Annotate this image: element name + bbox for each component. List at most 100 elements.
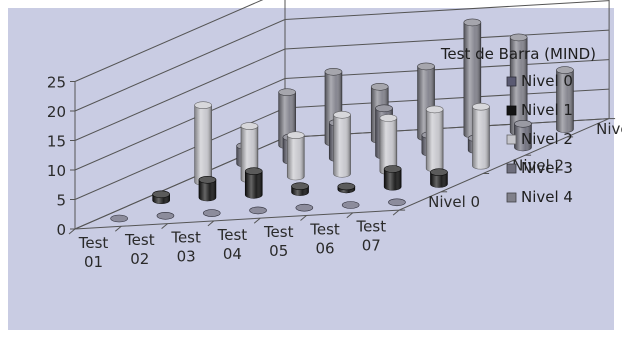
bar	[514, 120, 532, 152]
bar	[556, 66, 574, 133]
legend-swatch	[506, 192, 517, 203]
x-tick-label: Test 02	[124, 231, 155, 268]
bar-top	[324, 68, 343, 76]
bar-shading	[384, 169, 402, 191]
x-tick-label: Test 05	[263, 223, 294, 260]
y-tick-label: 15	[47, 133, 66, 151]
legend-title: Test de Barra (MIND)	[440, 45, 596, 63]
bar-top	[509, 33, 528, 42]
bar-top	[194, 101, 212, 109]
bar-top	[110, 214, 128, 223]
bar-top	[291, 182, 309, 190]
side-gridline	[74, 78, 286, 171]
x-tick-label: Test 04	[217, 226, 248, 263]
depth-tick-label: Nivel 2	[512, 156, 564, 174]
legend-item: Nivel 2	[506, 130, 573, 148]
x-tick-mark	[253, 217, 261, 224]
bar	[295, 203, 314, 212]
bar-top	[278, 88, 296, 96]
bar	[110, 214, 128, 223]
bar-top	[295, 203, 314, 212]
x-tick-mark	[346, 212, 354, 219]
bar-shading	[194, 105, 212, 186]
bar-shading	[430, 172, 448, 188]
bar-top	[202, 209, 221, 217]
bar	[472, 102, 490, 170]
x-tick-mark	[161, 223, 168, 229]
depth-tick-label: Nivel 0	[428, 193, 480, 211]
bar-top	[198, 176, 217, 184]
x-tick-mark	[207, 220, 215, 227]
legend-label: Nivel 2	[521, 130, 573, 148]
side-gridline	[74, 48, 286, 141]
bar-shading	[198, 179, 216, 201]
legend-item: Nivel 0	[506, 72, 573, 90]
side-gridline	[74, 0, 264, 82]
bar-top	[152, 190, 170, 199]
bar	[337, 182, 356, 194]
x-tick-label: Test 03	[170, 229, 201, 266]
bar	[249, 206, 267, 215]
bar-top	[556, 66, 574, 74]
y-tick-label: 5	[56, 192, 66, 210]
legend-swatch	[506, 105, 517, 116]
bar-top	[472, 102, 490, 111]
legend-label: Nivel 1	[521, 101, 573, 119]
y-tick-label: 25	[47, 74, 66, 92]
bar	[286, 131, 305, 181]
x-tick-mark	[392, 209, 400, 216]
bar-shading	[472, 106, 490, 170]
bar	[379, 114, 398, 175]
legend: Test de Barra (MIND) Nivel 0 Nivel 1 Nivel…	[440, 45, 596, 206]
bar-top	[286, 131, 305, 139]
bar	[291, 182, 309, 196]
bar	[425, 105, 444, 173]
bar-shading	[514, 123, 532, 151]
legend-label: Nivel 4	[521, 188, 573, 206]
bar-top	[370, 83, 389, 91]
legend-item: Nivel 1	[506, 101, 573, 119]
bar	[152, 190, 170, 204]
bar-top	[388, 198, 406, 207]
bar-top	[244, 167, 263, 175]
axes: 0 5 10 15 20 25 Test 01 Test 02 Test 03 Test 04 Test 05…	[47, 74, 622, 271]
bar-shading	[379, 118, 397, 175]
y-tick-label: 0	[56, 221, 66, 239]
x-tick-mark	[114, 225, 122, 232]
bar-top	[341, 201, 360, 209]
x-tick-label: Test 06	[309, 220, 340, 257]
bar-top	[430, 168, 448, 176]
x-tick-label: Test 07	[356, 218, 387, 255]
bar	[388, 198, 406, 207]
bar	[156, 212, 175, 220]
legend-swatch	[506, 163, 517, 174]
legend-swatch	[506, 134, 517, 145]
x-tick-label: Test 01	[78, 234, 109, 271]
x-tick-mark	[300, 215, 307, 221]
bar-top	[514, 120, 532, 128]
bar-top	[425, 105, 444, 114]
bar-top	[333, 111, 351, 119]
legend-item: Nivel 3	[506, 159, 573, 177]
bar-top	[337, 182, 356, 191]
bar-top	[375, 104, 393, 113]
bar-shading	[426, 109, 444, 172]
bar	[333, 111, 351, 178]
bar	[383, 165, 402, 191]
bar	[341, 201, 360, 209]
legend-label: Nivel 3	[521, 159, 573, 177]
bar-top	[240, 122, 259, 130]
y-tick-label: 20	[47, 103, 66, 121]
bar-top	[383, 165, 402, 173]
bar-top	[463, 18, 482, 27]
legend-swatch	[506, 76, 517, 87]
bar-shading	[245, 171, 263, 199]
bar	[194, 101, 212, 186]
bar-top	[249, 206, 267, 215]
bar	[198, 176, 217, 202]
bar-shading	[333, 114, 351, 178]
bar	[202, 209, 221, 217]
bar-top	[156, 212, 175, 220]
